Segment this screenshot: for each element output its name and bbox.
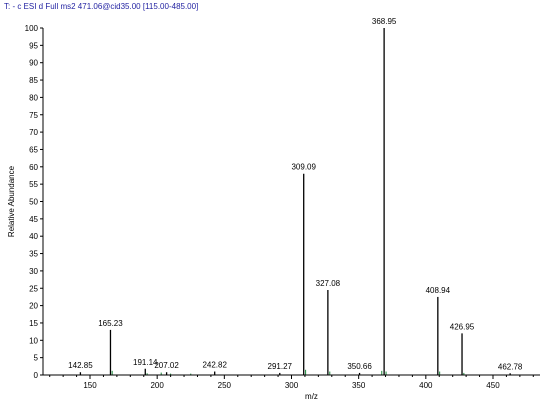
y-tick-label: 20 (29, 302, 38, 311)
y-tick-label: 70 (29, 128, 38, 137)
y-axis-ticks: 0 5 10 15 20 25 30 35 40 45 50 55 60 65 70 75 80 85 90 95 10… (25, 24, 43, 380)
y-tick-label: 45 (29, 215, 38, 224)
peak-label: 368.95 (372, 17, 397, 26)
x-tick-label: 200 (150, 381, 164, 390)
x-tick-label: 350 (352, 381, 366, 390)
peak-label: 142.85 (68, 361, 93, 370)
x-axis-ticks: 150 200 250 300 350 400 450 (49, 375, 534, 390)
peaks (79, 28, 511, 375)
y-tick-label: 55 (29, 180, 38, 189)
scan-header: T: - c ESI d Full ms2 471.06@cid35.00 [1… (4, 2, 199, 11)
peak-label: 309.09 (291, 163, 316, 172)
peak-label: 242.82 (202, 361, 227, 370)
peak-label: 191.14 (133, 358, 158, 367)
peak-label: 165.23 (98, 319, 123, 328)
y-axis-title: Relative Abundance (7, 165, 16, 237)
y-tick-label: 95 (29, 41, 38, 50)
y-tick-label: 60 (29, 163, 38, 172)
y-tick-label: 5 (34, 354, 39, 363)
x-tick-label: 150 (83, 381, 97, 390)
y-tick-label: 25 (29, 284, 38, 293)
x-tick-label: 450 (486, 381, 500, 390)
y-tick-label: 15 (29, 319, 38, 328)
x-axis-title: m/z (305, 392, 318, 401)
y-tick-label: 85 (29, 76, 38, 85)
x-tick-label: 250 (218, 381, 232, 390)
peak-label: 426.95 (450, 322, 475, 331)
y-tick-label: 90 (29, 59, 38, 68)
peak-label: 291.27 (268, 362, 293, 371)
peak-label: 408.94 (426, 286, 451, 295)
x-tick-label: 400 (419, 381, 433, 390)
y-tick-label: 0 (34, 371, 39, 380)
y-tick-label: 100 (25, 24, 39, 33)
y-tick-label: 10 (29, 336, 38, 345)
y-tick-label: 65 (29, 145, 38, 154)
peak-label: 350.66 (347, 362, 372, 371)
peak-label: 462.78 (498, 362, 523, 371)
y-tick-label: 35 (29, 250, 38, 259)
peak-label: 207.02 (154, 361, 179, 370)
y-tick-label: 30 (29, 267, 38, 276)
x-tick-label: 300 (285, 381, 299, 390)
peak-label: 327.08 (316, 279, 341, 288)
y-tick-label: 80 (29, 93, 38, 102)
y-tick-label: 75 (29, 111, 38, 120)
y-tick-label: 50 (29, 198, 38, 207)
y-tick-label: 40 (29, 232, 38, 241)
